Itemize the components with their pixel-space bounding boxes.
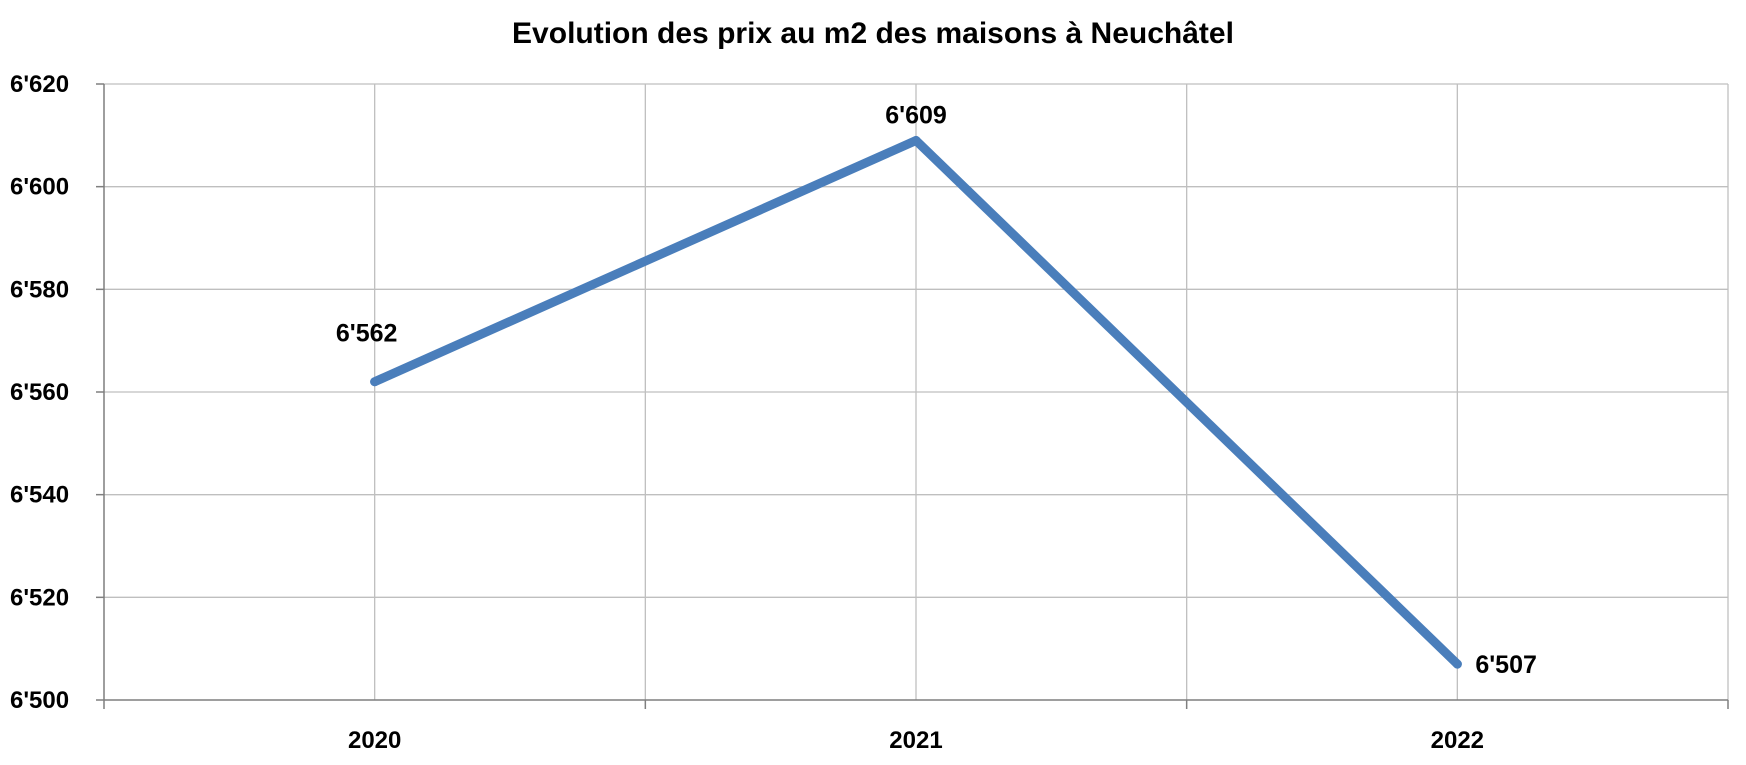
x-tick-label: 2022 — [1431, 727, 1484, 754]
gridlines — [104, 83, 1729, 700]
y-tick-label: 6'580 — [10, 276, 69, 303]
data-labels: 6'562 6'609 6'507 — [336, 101, 1537, 679]
data-label: 6'507 — [1475, 651, 1537, 679]
y-tick-label: 6'600 — [10, 174, 69, 201]
y-tick-label: 6'540 — [10, 482, 69, 509]
data-point — [911, 135, 921, 145]
data-label: 6'562 — [336, 320, 398, 348]
series — [370, 135, 1462, 669]
chart-title: Evolution des prix au m2 des maisons à N… — [512, 17, 1234, 50]
x-tick-label: 2020 — [348, 727, 401, 754]
data-label: 6'609 — [885, 101, 947, 129]
x-tick-label: 2021 — [889, 727, 942, 754]
y-tick-label: 6'500 — [10, 687, 69, 714]
y-tick-label: 6'620 — [10, 71, 69, 98]
data-point — [1452, 659, 1462, 669]
y-tick-label: 6'520 — [10, 584, 69, 611]
axes: 6'500 6'520 6'540 6'560 6'580 6'600 6'620 2020 2… — [10, 71, 1729, 754]
data-point — [370, 377, 380, 387]
y-tick-label: 6'560 — [10, 379, 69, 406]
